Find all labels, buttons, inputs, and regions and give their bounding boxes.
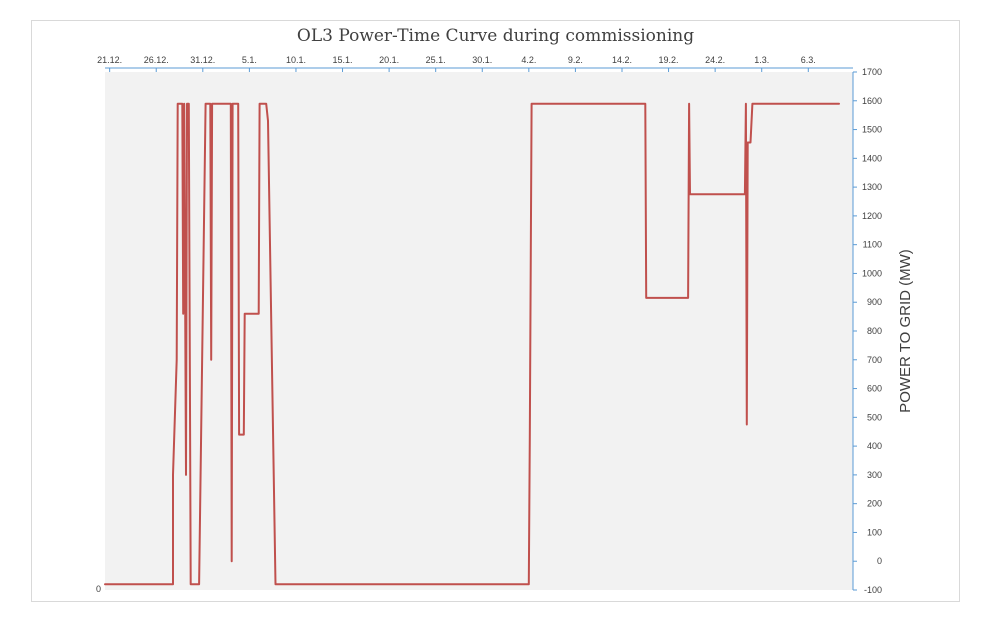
y-tick-label: -100 bbox=[864, 585, 882, 595]
x-tick-label: 6.3. bbox=[801, 55, 816, 65]
y-tick-label: 800 bbox=[867, 326, 882, 336]
y-tick-label: 1300 bbox=[862, 182, 882, 192]
chart-title: OL3 Power-Time Curve during commissionin… bbox=[296, 26, 695, 46]
x-tick-label: 15.1. bbox=[333, 55, 353, 65]
x-tick-label: 31.12. bbox=[190, 55, 215, 65]
x-tick-label: 25.1. bbox=[426, 55, 446, 65]
y-axis-title: POWER TO GRID (MW) bbox=[897, 249, 914, 413]
plot-area bbox=[105, 72, 853, 590]
x-tick-label: 5.1. bbox=[242, 55, 257, 65]
y-tick-label: 1000 bbox=[862, 268, 882, 278]
y-axis: -100 0 100 200 300 400 500 600 700 800 900 1000 1100… bbox=[852, 67, 882, 595]
y-tick-label: 1500 bbox=[862, 125, 882, 135]
x-tick-label: 21.12. bbox=[97, 55, 122, 65]
y-tick-label: 700 bbox=[867, 355, 882, 365]
x-tick-label: 4.2. bbox=[521, 55, 536, 65]
x-tick-label: 1.3. bbox=[754, 55, 769, 65]
y-tick-label: 0 bbox=[877, 556, 882, 566]
x-tick-label: 20.1. bbox=[379, 55, 399, 65]
y-tick-label: 1200 bbox=[862, 211, 882, 221]
y-tick-label: 600 bbox=[867, 384, 882, 394]
x-tick-label: 10.1. bbox=[286, 55, 306, 65]
x-tick-label: 24.2. bbox=[705, 55, 725, 65]
x-tick-label: 30.1. bbox=[472, 55, 492, 65]
x-tick-label: 19.2. bbox=[659, 55, 679, 65]
y-tick-label: 1100 bbox=[863, 240, 882, 250]
x-tick-label: 26.12. bbox=[144, 55, 169, 65]
series-layer bbox=[104, 102, 840, 586]
y-tick-label: 500 bbox=[867, 412, 882, 422]
y-tick-label: 100 bbox=[867, 527, 882, 537]
corner-label: 0 bbox=[96, 584, 101, 594]
y-tick-label: 1700 bbox=[862, 67, 882, 77]
y-tick-label: 900 bbox=[867, 297, 882, 307]
y-tick-label: 300 bbox=[867, 470, 882, 480]
x-tick-label: 14.2. bbox=[612, 55, 632, 65]
y-tick-label: 1600 bbox=[862, 96, 882, 106]
y-tick-label: 200 bbox=[867, 499, 882, 509]
y-tick-label: 1400 bbox=[862, 153, 882, 163]
y-tick-label: 400 bbox=[867, 441, 882, 451]
series-line bbox=[104, 102, 840, 586]
x-tick-label: 9.2. bbox=[568, 55, 583, 65]
x-axis: 21.12. 26.12. 31.12. 5.1. 10.1. 15.1. 20.1. 25.… bbox=[97, 55, 853, 72]
